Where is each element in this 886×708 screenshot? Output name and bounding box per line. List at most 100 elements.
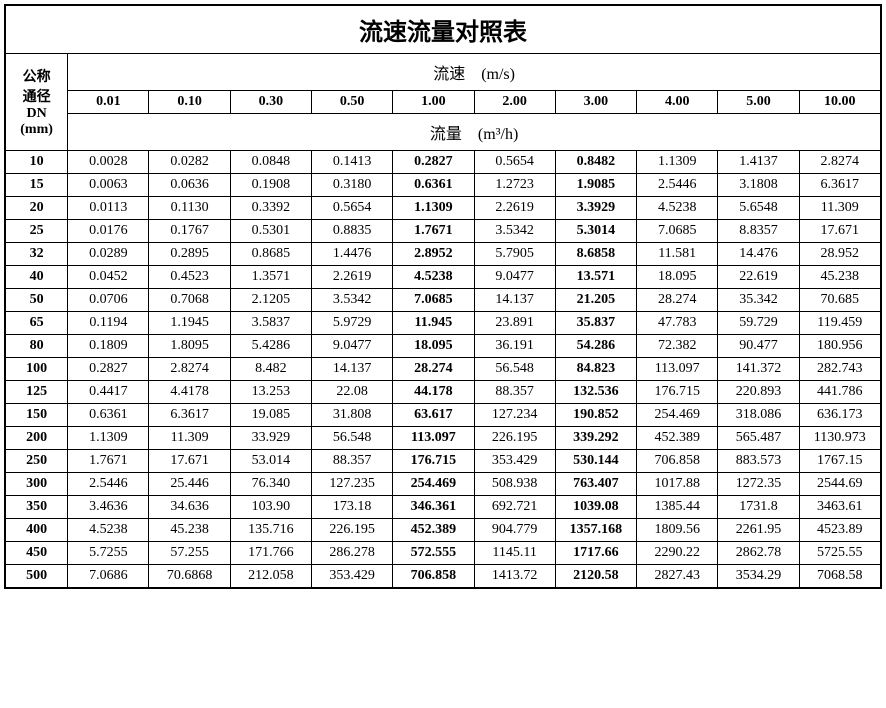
data-cell: 7068.58	[799, 565, 880, 588]
data-cell: 1731.8	[718, 496, 799, 519]
data-cell: 0.2895	[149, 243, 230, 266]
data-cell: 176.715	[393, 450, 474, 473]
data-cell: 2.1205	[230, 289, 311, 312]
table-row: 800.18091.80955.42869.047718.09536.19154…	[6, 335, 881, 358]
dn-cell: 200	[6, 427, 68, 450]
data-cell: 5.3014	[555, 220, 636, 243]
data-cell: 1.2723	[474, 174, 555, 197]
data-cell: 353.429	[474, 450, 555, 473]
data-cell: 226.195	[474, 427, 555, 450]
data-cell: 0.0289	[68, 243, 149, 266]
data-cell: 0.1413	[312, 151, 393, 174]
data-cell: 0.0063	[68, 174, 149, 197]
velocity-col-0: 0.01	[68, 91, 149, 114]
data-cell: 22.08	[312, 381, 393, 404]
table-row: 3002.544625.44676.340127.235254.469508.9…	[6, 473, 881, 496]
data-cell: 6.3617	[149, 404, 230, 427]
data-cell: 54.286	[555, 335, 636, 358]
table-row: 2501.767117.67153.01488.357176.715353.42…	[6, 450, 881, 473]
data-cell: 2120.58	[555, 565, 636, 588]
data-cell: 0.1194	[68, 312, 149, 335]
data-cell: 0.1767	[149, 220, 230, 243]
data-cell: 119.459	[799, 312, 880, 335]
data-cell: 45.238	[799, 266, 880, 289]
data-cell: 0.5654	[312, 197, 393, 220]
data-cell: 190.852	[555, 404, 636, 427]
data-cell: 0.5301	[230, 220, 311, 243]
data-cell: 2.8952	[393, 243, 474, 266]
data-cell: 2.2619	[474, 197, 555, 220]
data-cell: 346.361	[393, 496, 474, 519]
data-cell: 1.4137	[718, 151, 799, 174]
data-cell: 17.671	[799, 220, 880, 243]
data-cell: 1145.11	[474, 542, 555, 565]
table-row: 1000.28272.82748.48214.13728.27456.54884…	[6, 358, 881, 381]
data-cell: 0.0452	[68, 266, 149, 289]
dn-cell: 50	[6, 289, 68, 312]
data-cell: 31.808	[312, 404, 393, 427]
data-cell: 22.619	[718, 266, 799, 289]
data-cell: 1.8095	[149, 335, 230, 358]
data-cell: 0.8685	[230, 243, 311, 266]
table-row: 3503.463634.636103.90173.18346.361692.72…	[6, 496, 881, 519]
data-cell: 318.086	[718, 404, 799, 427]
data-cell: 1272.35	[718, 473, 799, 496]
data-cell: 2.8274	[799, 151, 880, 174]
data-cell: 3.3929	[555, 197, 636, 220]
data-cell: 706.858	[637, 450, 718, 473]
data-cell: 127.234	[474, 404, 555, 427]
data-cell: 11.309	[799, 197, 880, 220]
table-row: 100.00280.02820.08480.14130.28270.56540.…	[6, 151, 881, 174]
dn-cell: 500	[6, 565, 68, 588]
velocity-col-2: 0.30	[230, 91, 311, 114]
table-row: 2001.130911.30933.92956.548113.097226.19…	[6, 427, 881, 450]
data-cell: 7.0685	[393, 289, 474, 312]
data-cell: 9.0477	[474, 266, 555, 289]
data-cell: 35.342	[718, 289, 799, 312]
data-cell: 1809.56	[637, 519, 718, 542]
data-cell: 254.469	[393, 473, 474, 496]
data-cell: 3463.61	[799, 496, 880, 519]
data-cell: 84.823	[555, 358, 636, 381]
data-cell: 53.014	[230, 450, 311, 473]
velocity-col-4: 1.00	[393, 91, 474, 114]
data-cell: 286.278	[312, 542, 393, 565]
data-cell: 17.671	[149, 450, 230, 473]
data-cell: 3.1808	[718, 174, 799, 197]
data-cell: 4523.89	[799, 519, 880, 542]
data-cell: 63.617	[393, 404, 474, 427]
velocity-label: 流速 (m/s)	[68, 54, 881, 91]
velocity-col-5: 2.00	[474, 91, 555, 114]
flow-table: 流速流量对照表公称通径DN(mm)流速 (m/s)0.010.100.300.5…	[5, 5, 881, 588]
velocity-col-3: 0.50	[312, 91, 393, 114]
table-row: 650.11941.19453.58375.972911.94523.89135…	[6, 312, 881, 335]
data-cell: 5.4286	[230, 335, 311, 358]
data-cell: 2544.69	[799, 473, 880, 496]
dn-cell: 80	[6, 335, 68, 358]
data-cell: 6.3617	[799, 174, 880, 197]
data-cell: 9.0477	[312, 335, 393, 358]
data-cell: 3534.29	[718, 565, 799, 588]
data-cell: 4.4178	[149, 381, 230, 404]
data-cell: 11.581	[637, 243, 718, 266]
data-cell: 56.548	[312, 427, 393, 450]
data-cell: 0.8835	[312, 220, 393, 243]
data-cell: 21.205	[555, 289, 636, 312]
data-cell: 212.058	[230, 565, 311, 588]
data-cell: 28.952	[799, 243, 880, 266]
data-cell: 127.235	[312, 473, 393, 496]
data-cell: 47.783	[637, 312, 718, 335]
data-cell: 353.429	[312, 565, 393, 588]
data-cell: 1.1309	[393, 197, 474, 220]
data-cell: 0.1809	[68, 335, 149, 358]
dn-cell: 10	[6, 151, 68, 174]
data-cell: 1.7671	[68, 450, 149, 473]
data-cell: 33.929	[230, 427, 311, 450]
data-cell: 508.938	[474, 473, 555, 496]
data-cell: 0.0282	[149, 151, 230, 174]
data-cell: 5.7255	[68, 542, 149, 565]
dn-cell: 300	[6, 473, 68, 496]
table-row: 200.01130.11300.33920.56541.13092.26193.…	[6, 197, 881, 220]
data-cell: 113.097	[637, 358, 718, 381]
data-cell: 18.095	[637, 266, 718, 289]
